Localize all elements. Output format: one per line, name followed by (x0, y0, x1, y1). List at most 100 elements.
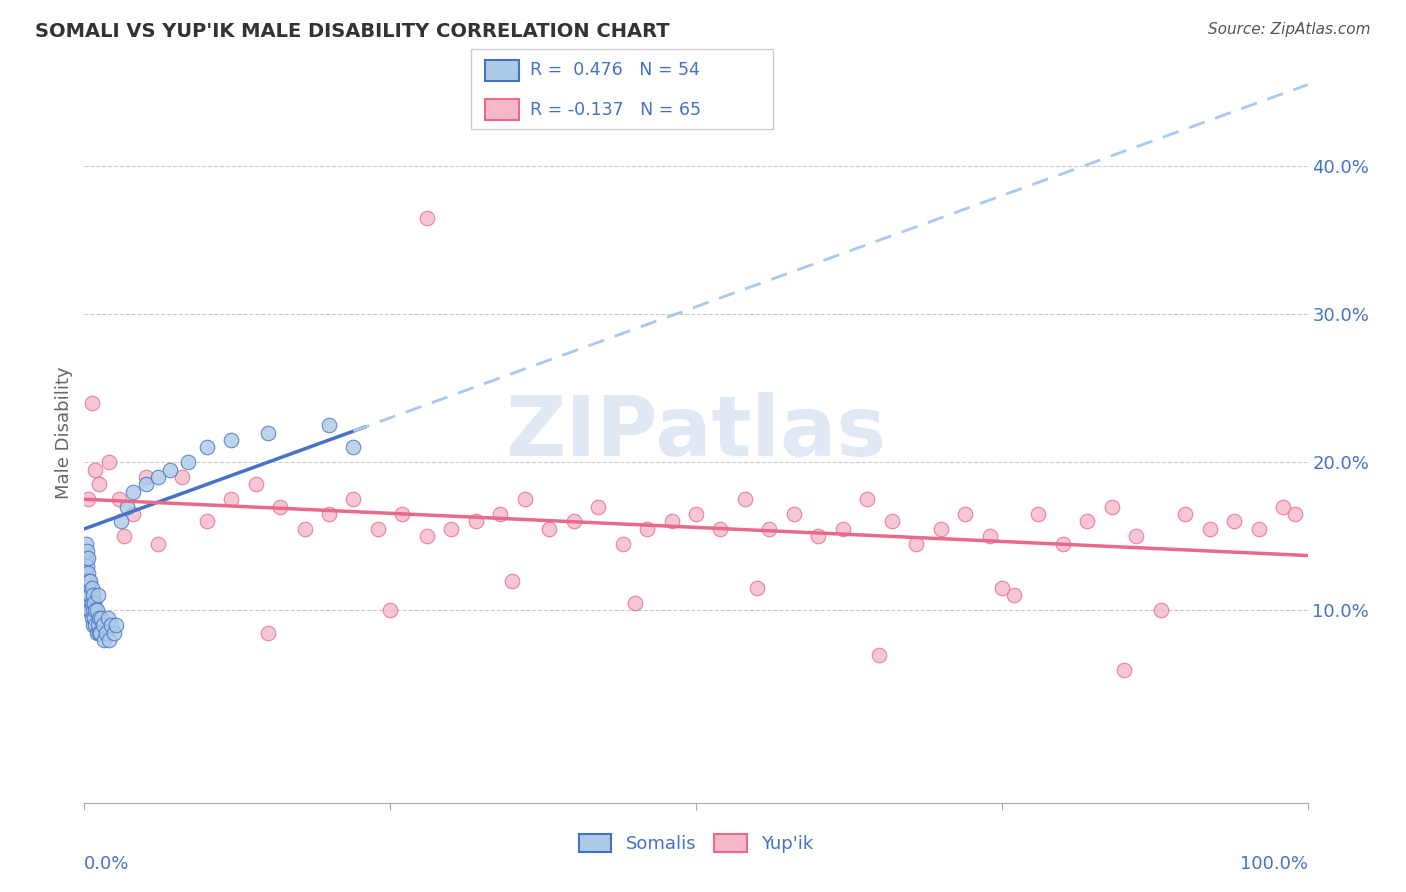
Y-axis label: Male Disability: Male Disability (55, 367, 73, 499)
Point (905, 536, 928, 550)
Point (135, 477, 157, 491)
Point (758, 522, 780, 536)
Point (103, 625, 125, 640)
Point (219, 433, 242, 447)
Point (367, 522, 389, 536)
Point (391, 507, 413, 521)
Point (342, 492, 364, 507)
Text: SOMALI VS YUP'IK MALE DISABILITY CORRELATION CHART: SOMALI VS YUP'IK MALE DISABILITY CORRELA… (35, 22, 669, 41)
Point (82, 618, 104, 632)
Point (77, 589, 100, 603)
Point (77, 574, 100, 588)
Point (1052, 536, 1074, 550)
Point (122, 507, 145, 521)
Point (709, 522, 731, 536)
Point (1002, 589, 1025, 603)
Point (1272, 500, 1295, 514)
Point (489, 507, 512, 521)
Point (82, 589, 104, 603)
Point (269, 500, 291, 514)
Point (979, 529, 1001, 543)
Point (105, 618, 128, 632)
Point (79, 589, 101, 603)
Point (75, 536, 97, 550)
Point (77, 581, 100, 595)
Point (612, 536, 634, 550)
Point (159, 462, 181, 476)
Point (416, 211, 439, 225)
Point (636, 522, 658, 536)
Point (82, 603, 104, 617)
Point (1198, 522, 1220, 536)
Point (734, 492, 756, 507)
Point (831, 522, 853, 536)
Point (84, 462, 107, 476)
Point (685, 507, 707, 521)
Point (869, 648, 891, 662)
Point (416, 529, 439, 543)
Point (83, 596, 105, 610)
Text: R =  0.476   N = 54: R = 0.476 N = 54 (530, 62, 700, 79)
Text: Source: ZipAtlas.com: Source: ZipAtlas.com (1208, 22, 1371, 37)
Point (783, 507, 806, 521)
Point (538, 522, 561, 536)
Point (84, 603, 107, 617)
Point (294, 522, 316, 536)
Point (502, 574, 524, 588)
Point (91, 618, 114, 632)
Point (90, 611, 112, 625)
Point (172, 470, 194, 484)
Point (1150, 603, 1173, 617)
Point (77, 603, 100, 617)
Point (440, 522, 463, 536)
Point (562, 515, 585, 529)
Point (624, 596, 647, 610)
Point (87, 611, 110, 625)
Point (513, 492, 536, 507)
Point (318, 418, 340, 433)
Point (93, 632, 115, 647)
Point (929, 522, 952, 536)
Point (245, 477, 267, 491)
Point (195, 441, 218, 455)
Point (86, 603, 108, 617)
Point (75, 566, 97, 581)
Point (856, 492, 879, 507)
Point (219, 492, 242, 507)
Point (96, 625, 118, 640)
Point (135, 470, 157, 484)
Point (177, 455, 200, 469)
Point (318, 507, 340, 521)
Point (76, 544, 98, 558)
Point (661, 515, 683, 529)
Point (146, 470, 169, 484)
Point (110, 515, 132, 529)
Point (1101, 500, 1123, 514)
Point (807, 529, 830, 543)
Point (747, 581, 769, 595)
Point (1284, 507, 1306, 521)
Text: 0.0%: 0.0% (84, 855, 129, 872)
Point (953, 507, 976, 521)
Point (342, 441, 364, 455)
Point (195, 515, 218, 529)
Point (89, 625, 111, 640)
Point (80, 581, 103, 595)
Point (257, 625, 280, 640)
Point (107, 492, 129, 507)
Point (77, 492, 100, 507)
Point (1174, 507, 1197, 521)
Point (80, 396, 103, 410)
Point (880, 515, 903, 529)
Point (112, 529, 135, 543)
Point (87, 625, 110, 640)
Point (1028, 507, 1050, 521)
Point (97, 632, 120, 647)
Text: ZIPatlas: ZIPatlas (506, 392, 886, 473)
Point (80, 611, 103, 625)
Point (991, 581, 1014, 595)
Point (79, 574, 101, 588)
Point (1114, 663, 1136, 677)
Point (380, 603, 402, 617)
Point (77, 566, 100, 581)
